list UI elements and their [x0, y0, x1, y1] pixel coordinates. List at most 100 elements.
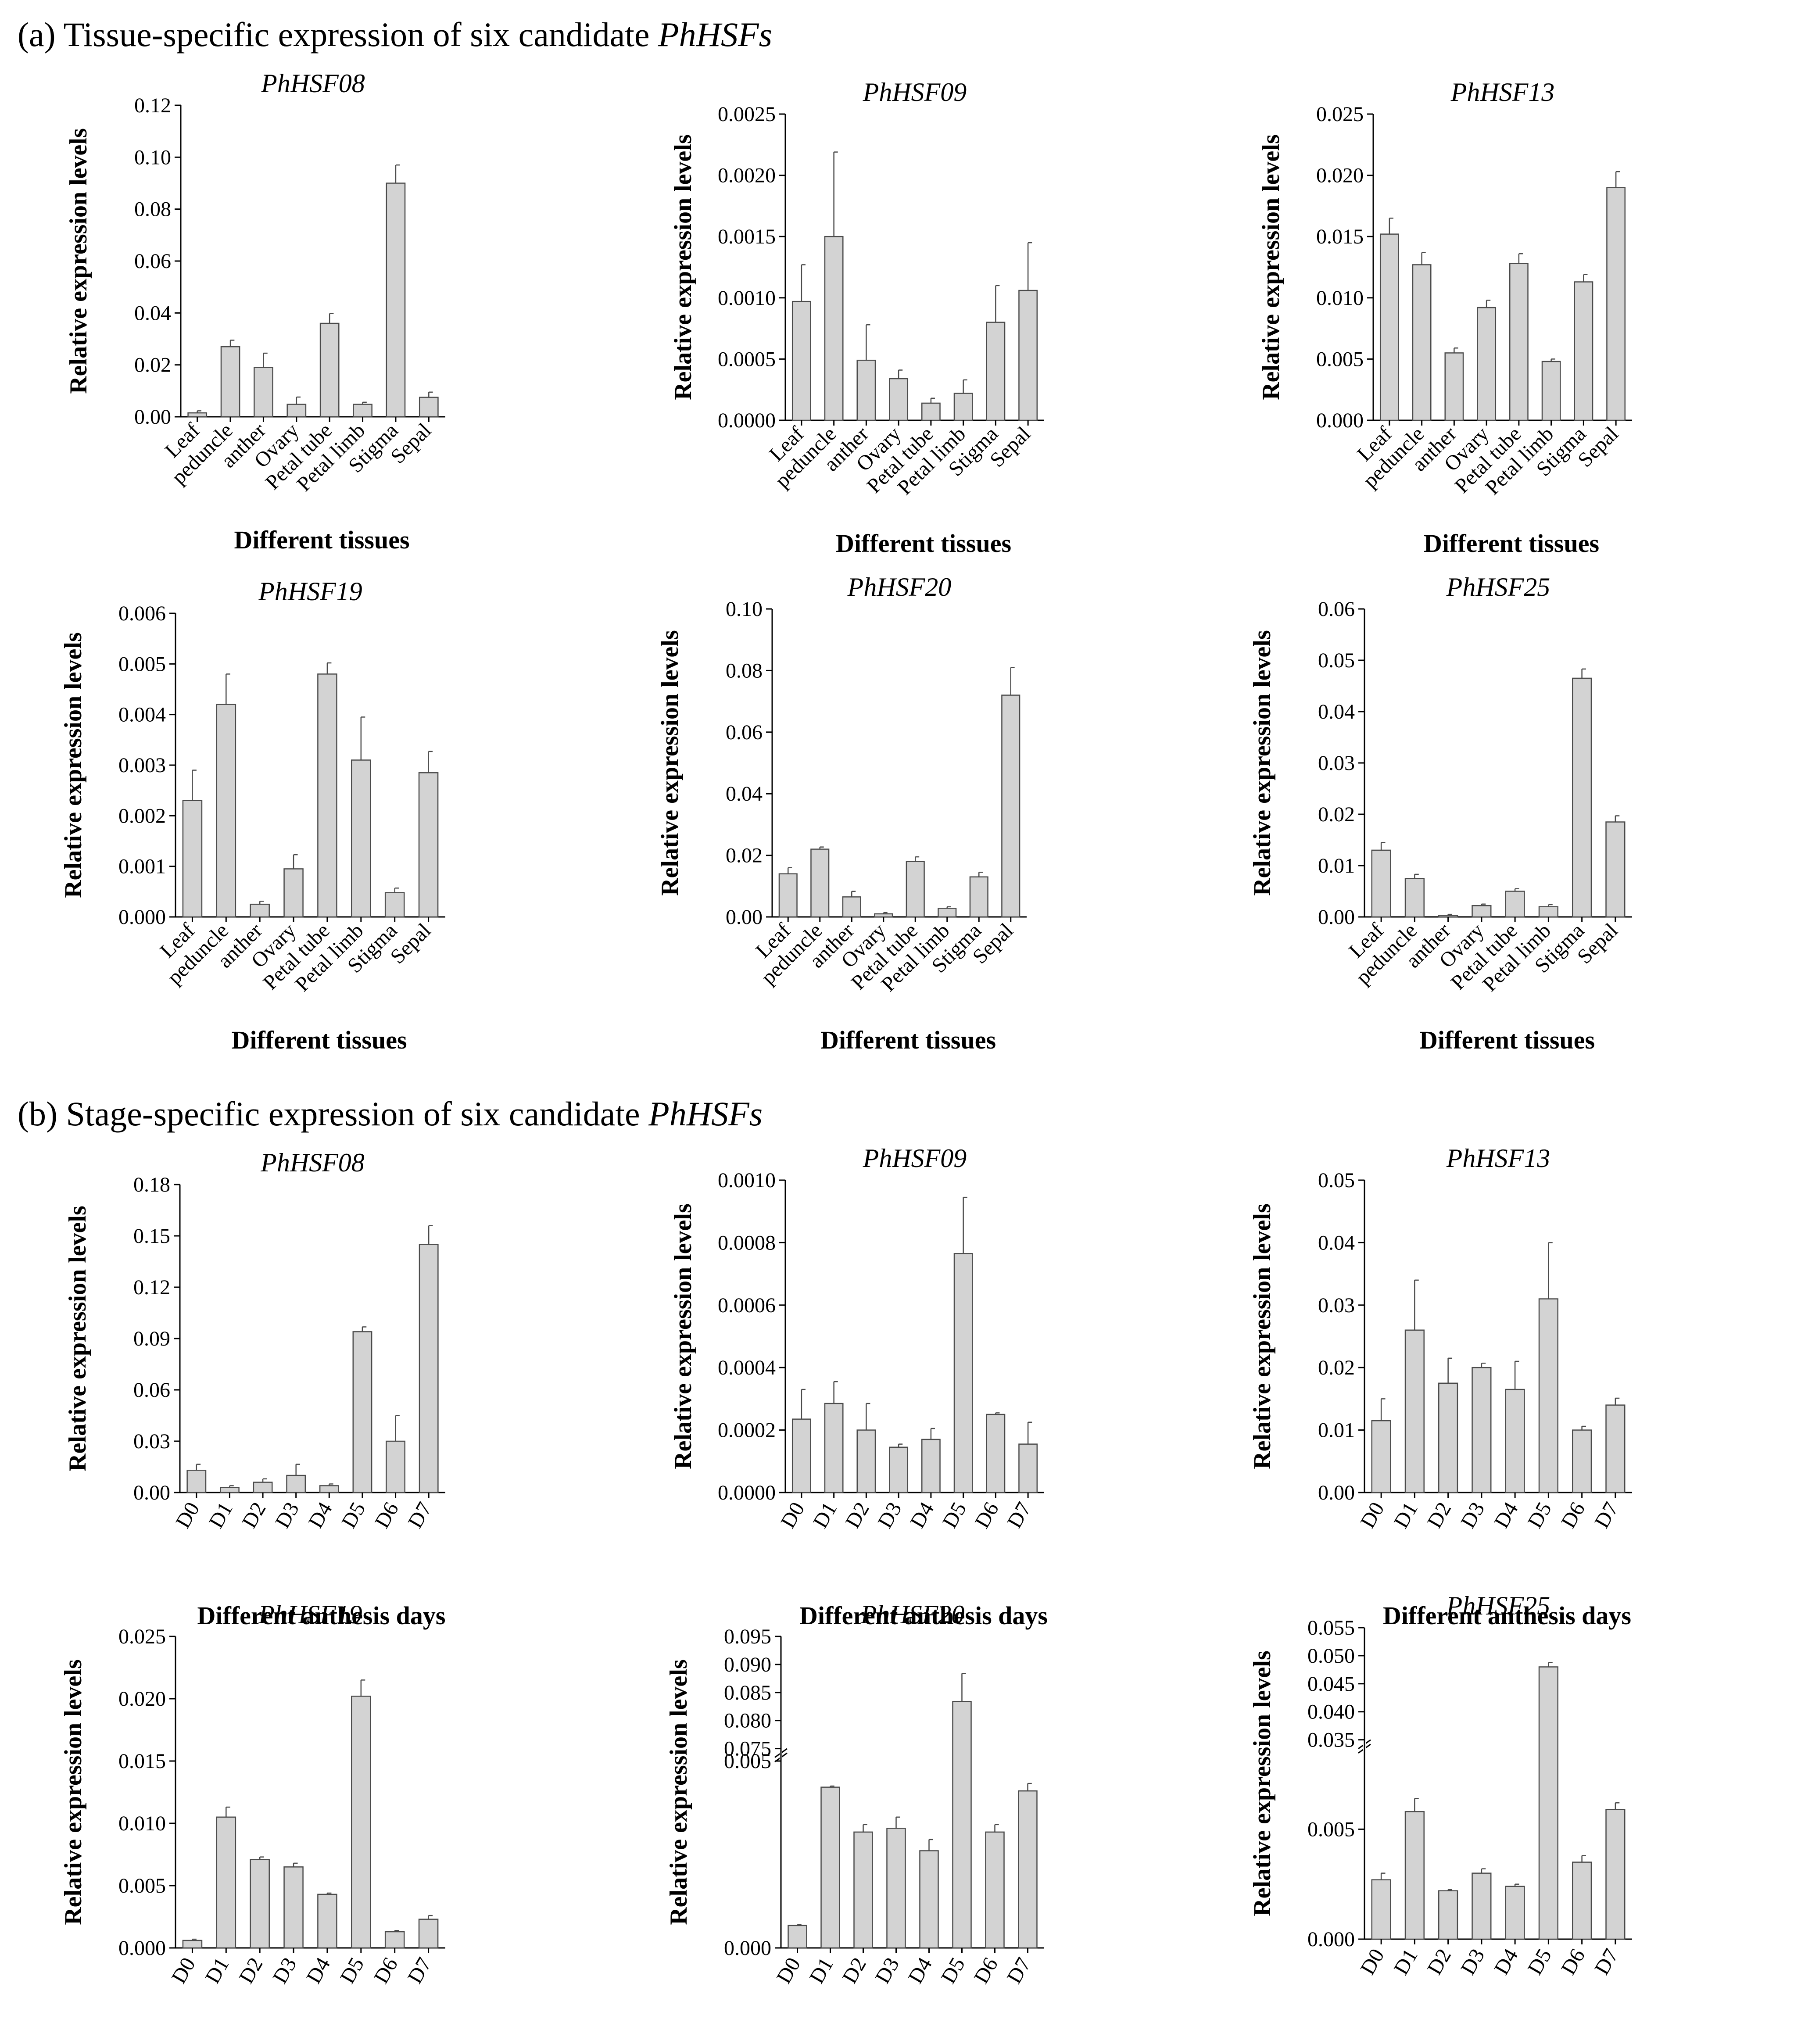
bar-leaf [1371, 849, 1391, 918]
y-axis-label: Relative expression levels [670, 134, 697, 400]
y-tick-label: 0.04 [1318, 1231, 1355, 1254]
bar-d4 [921, 1439, 941, 1493]
y-tick-label: 0.095 [724, 1625, 771, 1648]
bar-d7 [1018, 1790, 1038, 1949]
y-tick-label: 0.05 [1318, 649, 1355, 672]
bar-petal-limb [353, 404, 372, 418]
bar-d6 [986, 1414, 1006, 1493]
y-tick-label: 0.010 [118, 1812, 166, 1835]
bar-petal-tube [319, 322, 340, 418]
bar-ovary [1472, 905, 1492, 918]
y-tick-label: 0.025 [1316, 103, 1364, 126]
bar-stigma [386, 183, 406, 418]
bar-ovary [283, 868, 304, 918]
x-tick-label: D4 [1490, 1498, 1522, 1532]
y-tick-label: 0.06 [134, 250, 171, 273]
y-tick-label: 0.10 [726, 598, 763, 621]
x-tick-label: D6 [369, 1954, 402, 1987]
x-tick-label: D6 [370, 1498, 403, 1532]
bar-d2 [253, 1482, 273, 1493]
y-tick-label: 0.02 [1318, 1356, 1355, 1379]
y-tick-label: 0.045 [1307, 1672, 1355, 1696]
bar-anther [1444, 352, 1464, 421]
y-tick-label: 0.055 [1307, 1616, 1355, 1639]
heading-a-text: (a) Tissue-specific expression of six ca… [18, 15, 658, 54]
panel-title: PhHSF08 [260, 1148, 365, 1177]
bar-petal-tube [1509, 263, 1529, 421]
y-axis-label: Relative expression levels [60, 1659, 87, 1925]
bar-leaf [187, 412, 208, 418]
bar-d3 [286, 1475, 306, 1493]
bar-d2 [856, 1429, 876, 1493]
chart-b-PhHSF08: 0.00 0.03 0.06 0.09 0.12 0.15 0.18 D0 D1 D2 D3 D4 D5… [64, 1148, 446, 1630]
y-tick-label: 0.003 [118, 754, 166, 777]
panel-title: PhHSF19 [258, 1600, 362, 1629]
y-tick-label: 0.004 [118, 703, 166, 727]
bar-d4 [919, 1850, 939, 1949]
y-axis-label: Relative expression levels [65, 128, 92, 394]
bar-d3 [889, 1446, 909, 1493]
y-tick-label: 0.04 [1318, 700, 1355, 723]
y-tick-label: 0.050 [1307, 1644, 1355, 1668]
x-tick-label: D0 [772, 1954, 805, 1987]
y-tick-label: 0.0010 [718, 1169, 776, 1192]
y-tick-label: 0.001 [118, 855, 166, 878]
x-tick-label: D3 [1456, 1945, 1489, 1979]
y-axis-label: Relative expression levels [670, 1203, 697, 1469]
bar-stigma [384, 892, 405, 918]
bar-petal-limb [938, 908, 957, 918]
panel-title: PhHSF13 [1446, 1144, 1550, 1173]
x-tick-label: D7 [1590, 1498, 1623, 1532]
y-tick-label: 0.035 [1307, 1729, 1355, 1752]
bar-petal-tube [921, 402, 941, 421]
panel-title: PhHSF09 [863, 78, 967, 107]
bar-d7 [1018, 1443, 1038, 1493]
panel-title: PhHSF08 [261, 69, 365, 98]
y-tick-label: 0.006 [118, 602, 166, 625]
y-tick-label: 0.06 [133, 1378, 170, 1402]
y-tick-label: 0.04 [726, 782, 763, 805]
x-axis-label: Different anthesis days [1383, 1601, 1631, 1630]
x-tick-label: D2 [1423, 1498, 1456, 1532]
y-tick-label: 0.03 [1318, 1294, 1355, 1317]
bar-peduncle [824, 236, 844, 421]
y-axis-label: Relative expression levels [656, 630, 684, 896]
y-tick-label: 0.0010 [718, 286, 776, 310]
bar-d3 [283, 1866, 304, 1949]
chart-a-PhHSF13: 0.0000.0050.0100.0150.0200.025Leafpedunc… [1257, 78, 1632, 558]
y-tick-label: 0.0004 [718, 1356, 776, 1379]
y-axis-label: Relative expression levels [1249, 1203, 1276, 1469]
bar-d6 [1572, 1429, 1592, 1493]
y-tick-label: 0.010 [1316, 286, 1364, 310]
y-tick-label: 0.005 [724, 1750, 771, 1773]
y-tick-label: 0.005 [118, 1874, 166, 1897]
bar-peduncle [810, 848, 830, 918]
x-axis-label: Different tissues [231, 1026, 407, 1054]
bar-d3 [1472, 1872, 1492, 1940]
bar-sepal [1001, 694, 1021, 918]
y-tick-label: 0.000 [118, 906, 166, 929]
bar-sepal [1605, 821, 1626, 918]
panel-title: PhHSF13 [1450, 78, 1555, 107]
panel-title: PhHSF09 [863, 1144, 967, 1173]
bar-sepal [418, 772, 439, 918]
charts-layer: 0.000.020.040.060.080.100.12Leafpeduncle… [60, 69, 1632, 1987]
bar-petal-tube [1505, 891, 1525, 918]
y-tick-label: 0.02 [134, 354, 171, 377]
bar-leaf [791, 301, 811, 421]
y-tick-label: 0.0002 [718, 1419, 776, 1442]
x-tick-label: D0 [167, 1954, 200, 1987]
x-tick-label: D3 [871, 1954, 904, 1987]
x-tick-label: D5 [938, 1498, 971, 1532]
bar-sepal [1606, 187, 1626, 421]
x-tick-label: D3 [1456, 1498, 1489, 1532]
bar-d2 [1438, 1382, 1458, 1493]
bar-d0 [788, 1925, 807, 1949]
y-tick-label: 0.01 [1318, 1419, 1355, 1442]
bar-petal-tube [317, 673, 337, 918]
bar-d5 [1538, 1666, 1558, 1940]
y-tick-label: 0.09 [133, 1327, 170, 1350]
bar-d0 [186, 1470, 207, 1493]
y-tick-label: 0.02 [1318, 803, 1355, 826]
